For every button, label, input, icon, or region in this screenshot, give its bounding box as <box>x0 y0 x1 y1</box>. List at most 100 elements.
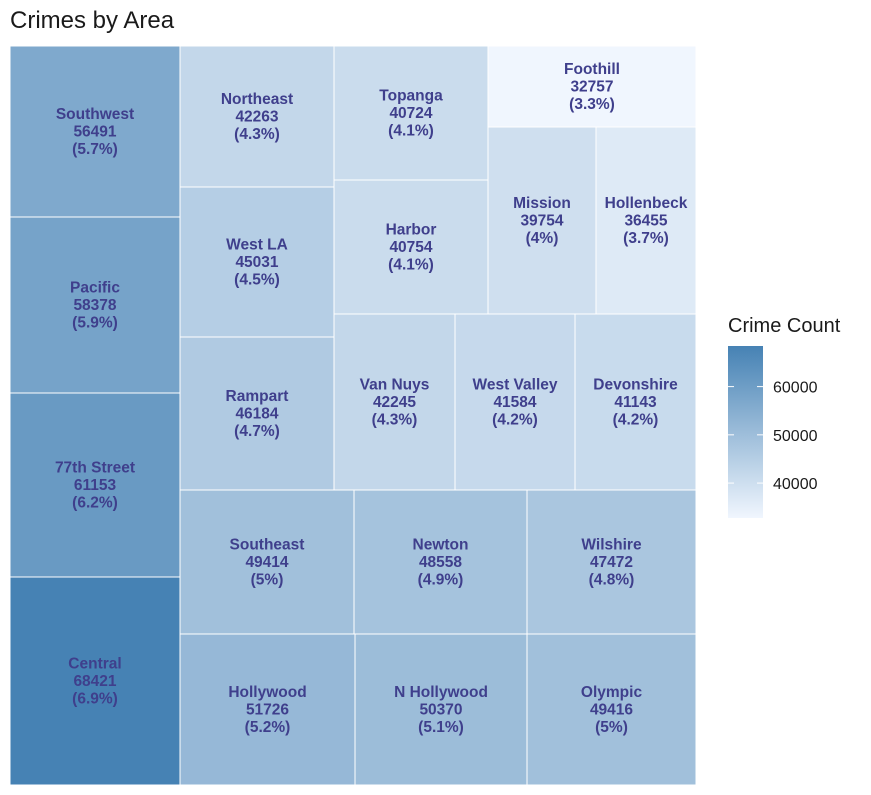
treemap-tiles: Southwest56491(5.7%)Pacific58378(5.9%)77… <box>9 45 697 786</box>
tile-rect <box>9 216 181 394</box>
tile-label-pct: (6.9%) <box>72 691 118 708</box>
tile-label-pct: (4.2%) <box>613 412 659 429</box>
tile-label-name: Mission <box>513 195 571 212</box>
tile-label-value: 47472 <box>590 554 633 571</box>
tile-rect <box>454 313 576 491</box>
tile-label-name: Topanga <box>379 88 443 105</box>
tile-label-name: N Hollywood <box>394 684 488 701</box>
legend-colorbar <box>728 346 763 518</box>
tile-label-name: Central <box>68 656 121 673</box>
tile-label-value: 42263 <box>235 109 278 126</box>
tile-rect <box>595 126 697 315</box>
tile-label-name: West Valley <box>472 377 557 394</box>
tile-label-value: 40754 <box>389 239 432 256</box>
tile-label-value: 42245 <box>373 394 416 411</box>
tile-label-pct: (4.9%) <box>418 572 464 589</box>
legend: Crime Count 40000 50000 60000 <box>728 315 841 518</box>
tile-rect <box>354 633 528 786</box>
legend-title: Crime Count <box>728 315 841 337</box>
tile-label-pct: (5.7%) <box>72 141 118 158</box>
tile-label-name: Wilshire <box>581 537 642 554</box>
tile-rect <box>333 179 489 315</box>
tile-rect <box>9 45 181 218</box>
tile-label-name: Hollenbeck <box>605 195 688 212</box>
tile-label-value: 41143 <box>614 394 657 411</box>
tile-label-name: West LA <box>226 237 288 254</box>
tile-label-name: Olympic <box>581 684 643 701</box>
tile-label-name: 77th Street <box>55 460 135 477</box>
tile-label-value: 50370 <box>419 702 462 719</box>
tile-label-pct: (3.7%) <box>623 230 669 247</box>
tile-label-name: Foothill <box>564 61 620 78</box>
tile-label-name: Pacific <box>70 280 120 297</box>
tile-rect <box>179 336 335 491</box>
tile-label-pct: (4.2%) <box>492 412 538 429</box>
tile-label-name: Van Nuys <box>360 377 430 394</box>
tile-rect <box>574 313 697 491</box>
tile-rect <box>487 45 697 128</box>
tile-label-name: Newton <box>413 537 469 554</box>
tile-rect <box>179 633 356 786</box>
tile-rect <box>9 576 181 786</box>
tile-label-pct: (5.9%) <box>72 315 118 332</box>
tile-rect <box>526 633 697 786</box>
legend-tick-label: 40000 <box>773 476 818 493</box>
tile-label-pct: (5%) <box>251 572 284 589</box>
tile-label-name: Southwest <box>56 106 134 123</box>
tile-label-name: Rampart <box>226 388 289 405</box>
tile-label-pct: (4.3%) <box>372 412 418 429</box>
chart-title: Crimes by Area <box>10 7 175 34</box>
tile-label-name: Southeast <box>230 537 305 554</box>
tile-label-value: 36455 <box>624 213 667 230</box>
tile-label-value: 46184 <box>235 406 278 423</box>
tile-label-pct: (5%) <box>595 719 628 736</box>
tile-label-pct: (5.1%) <box>418 719 464 736</box>
tile-label-pct: (4%) <box>526 230 559 247</box>
tile-label-name: Devonshire <box>593 377 678 394</box>
tile-label-value: 39754 <box>520 213 563 230</box>
tile-rect <box>526 489 697 635</box>
tile-label-name: Hollywood <box>228 684 306 701</box>
tile-label-value: 48558 <box>419 554 462 571</box>
legend-tick-label: 60000 <box>773 380 818 397</box>
tile-label-value: 56491 <box>73 124 116 141</box>
tile-label-pct: (4.3%) <box>234 126 280 143</box>
tile-rect <box>333 45 489 181</box>
tile-rect <box>333 313 456 491</box>
tile-rect <box>179 489 355 635</box>
tile-label-value: 68421 <box>73 673 116 690</box>
tile-rect <box>353 489 528 635</box>
tile-label-name: Northeast <box>221 91 293 108</box>
tile-label-value: 51726 <box>246 702 289 719</box>
tile-label-value: 49416 <box>590 702 633 719</box>
tile-label-value: 32757 <box>570 79 613 96</box>
tile-rect <box>9 392 181 578</box>
legend-tick-label: 50000 <box>773 428 818 445</box>
tile-label-value: 41584 <box>493 394 536 411</box>
tile-label-pct: (5.2%) <box>245 719 291 736</box>
tile-label-pct: (4.8%) <box>589 572 635 589</box>
tile-label-pct: (4.7%) <box>234 423 280 440</box>
tile-label-value: 40724 <box>389 105 432 122</box>
